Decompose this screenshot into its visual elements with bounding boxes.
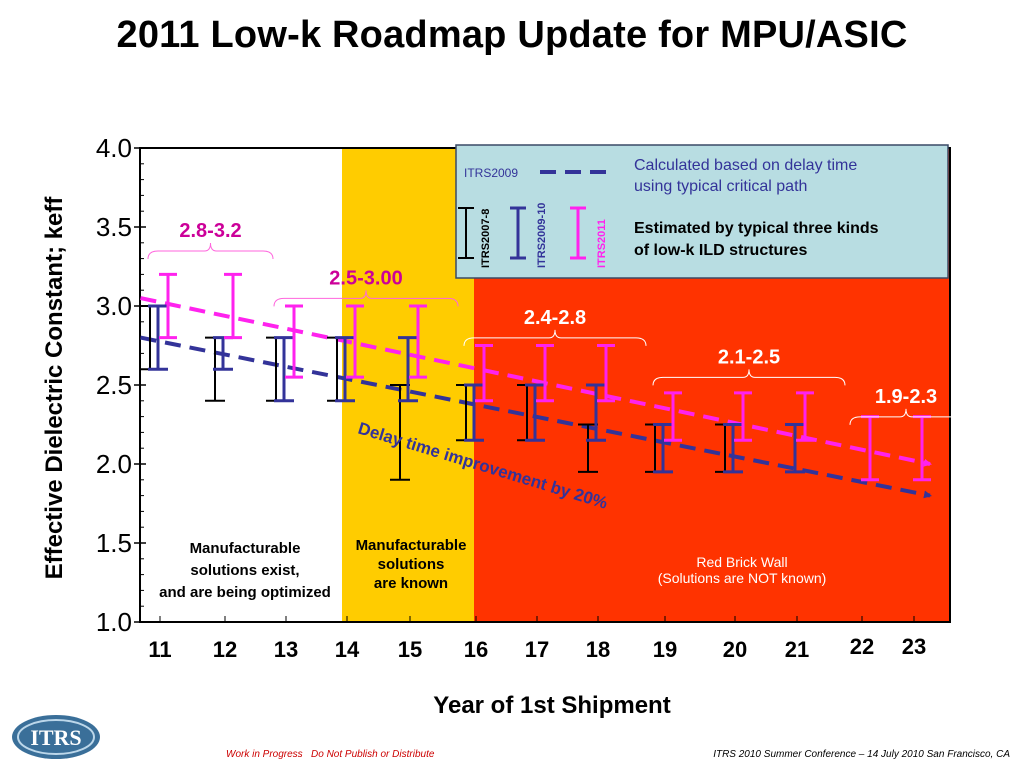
itrs2011-trend-line <box>140 296 932 467</box>
range-label: 1.9-2.3 <box>875 386 937 408</box>
error-bar <box>536 344 554 403</box>
x-tick-label: 19 <box>653 637 677 662</box>
legend-bar-sample <box>510 206 526 260</box>
error-bar <box>597 344 615 403</box>
slide-title: 2011 Low-k Roadmap Update for MPU/ASIC <box>116 14 908 56</box>
error-bar <box>653 423 673 474</box>
note-red-brick-wall: Red Brick Wall (Solutions are NOT known) <box>658 554 827 586</box>
error-bar <box>796 391 814 442</box>
chart-legend: ITRS2009 ITRS2007-8 ITRS2009-10 ITRS2011 Cal… <box>455 144 949 279</box>
x-tick-label: 11 <box>148 637 171 662</box>
error-bar <box>159 272 177 340</box>
x-tick-label: 18 <box>586 637 610 662</box>
error-bars <box>140 272 931 482</box>
range-label: 2.5-3.00 <box>329 267 402 289</box>
error-bar <box>148 304 168 371</box>
x-tick-label: 21 <box>785 637 809 662</box>
range-label: 2.1-2.5 <box>718 346 780 368</box>
y-axis-title: Effective Dielectric Constant; keff <box>41 196 68 580</box>
note-solutions-known: Manufacturable solutions are known <box>356 537 467 592</box>
error-bar <box>664 391 682 442</box>
legend-bar-label: ITRS2011 <box>596 219 608 268</box>
y-tick-label: 1.5 <box>96 528 132 558</box>
error-bar <box>224 272 242 340</box>
footer-disclaimer: Work in Progress Do Not Publish or Distr… <box>226 749 435 760</box>
range-brace <box>463 329 647 346</box>
error-bar <box>398 336 418 403</box>
y-tick-label: 3.5 <box>96 212 132 242</box>
chart-axes: 1.0 1.5 2.0 2.5 3.0 3.5 4.0 11 12 13 14 15 16 17 18 19 2… <box>41 133 951 719</box>
x-tick-label: 13 <box>274 637 298 662</box>
error-bar <box>525 383 545 442</box>
x-tick-label: 22 <box>850 634 874 659</box>
series-itrs2011 <box>159 272 931 482</box>
legend-box <box>455 144 949 279</box>
range-brace <box>652 369 846 386</box>
error-bar <box>785 423 805 474</box>
y-tick-label: 3.0 <box>96 291 132 321</box>
range-label: 2.8-3.2 <box>179 220 241 242</box>
legend-trend-description: Calculated based on delay time using typi… <box>634 157 857 195</box>
range-brace <box>273 290 459 307</box>
error-bar <box>464 383 484 442</box>
note-solutions-exist: Manufacturable solutions exist, and are be… <box>159 540 331 601</box>
x-tick-label: 17 <box>525 637 549 662</box>
legend-trend-label: ITRS2009 <box>464 166 518 180</box>
range-brace <box>147 242 274 260</box>
x-tick-label: 16 <box>464 637 488 662</box>
error-bar <box>723 423 743 474</box>
x-tick-label: 23 <box>902 634 926 659</box>
footer-conference: ITRS 2010 Summer Conference – 14 July 20… <box>713 749 1010 760</box>
range-brace <box>849 408 963 425</box>
y-tick-label: 1.0 <box>96 607 132 637</box>
error-bar <box>475 344 493 403</box>
legend-bar-description: Estimated by typical three kinds of low-k… <box>634 220 879 259</box>
error-bar <box>586 383 606 442</box>
error-bar <box>285 304 303 379</box>
range-label: 2.4-2.8 <box>524 307 586 329</box>
y-tick-label: 4.0 <box>96 133 132 163</box>
y-tick-label: 2.5 <box>96 370 132 400</box>
legend-bar-label: ITRS2009-10 <box>536 203 548 268</box>
error-bar <box>346 304 364 379</box>
x-tick-label: 15 <box>398 637 422 662</box>
x-tick-label: 14 <box>335 637 360 662</box>
x-tick-label: 12 <box>213 637 237 662</box>
itrs-logo: ITRS <box>12 715 100 759</box>
legend-bar-label: ITRS2007-8 <box>480 209 492 268</box>
legend-bar-sample <box>570 206 586 260</box>
error-bar <box>274 336 294 403</box>
legend-bar-sample <box>458 207 474 259</box>
svg-text:ITRS: ITRS <box>30 725 81 750</box>
x-tick-label: 20 <box>723 637 747 662</box>
y-tick-label: 2.0 <box>96 449 132 479</box>
error-bar <box>409 304 427 379</box>
error-bar <box>734 391 752 442</box>
error-bar <box>335 336 355 403</box>
x-axis-title: Year of 1st Shipment <box>433 692 670 719</box>
